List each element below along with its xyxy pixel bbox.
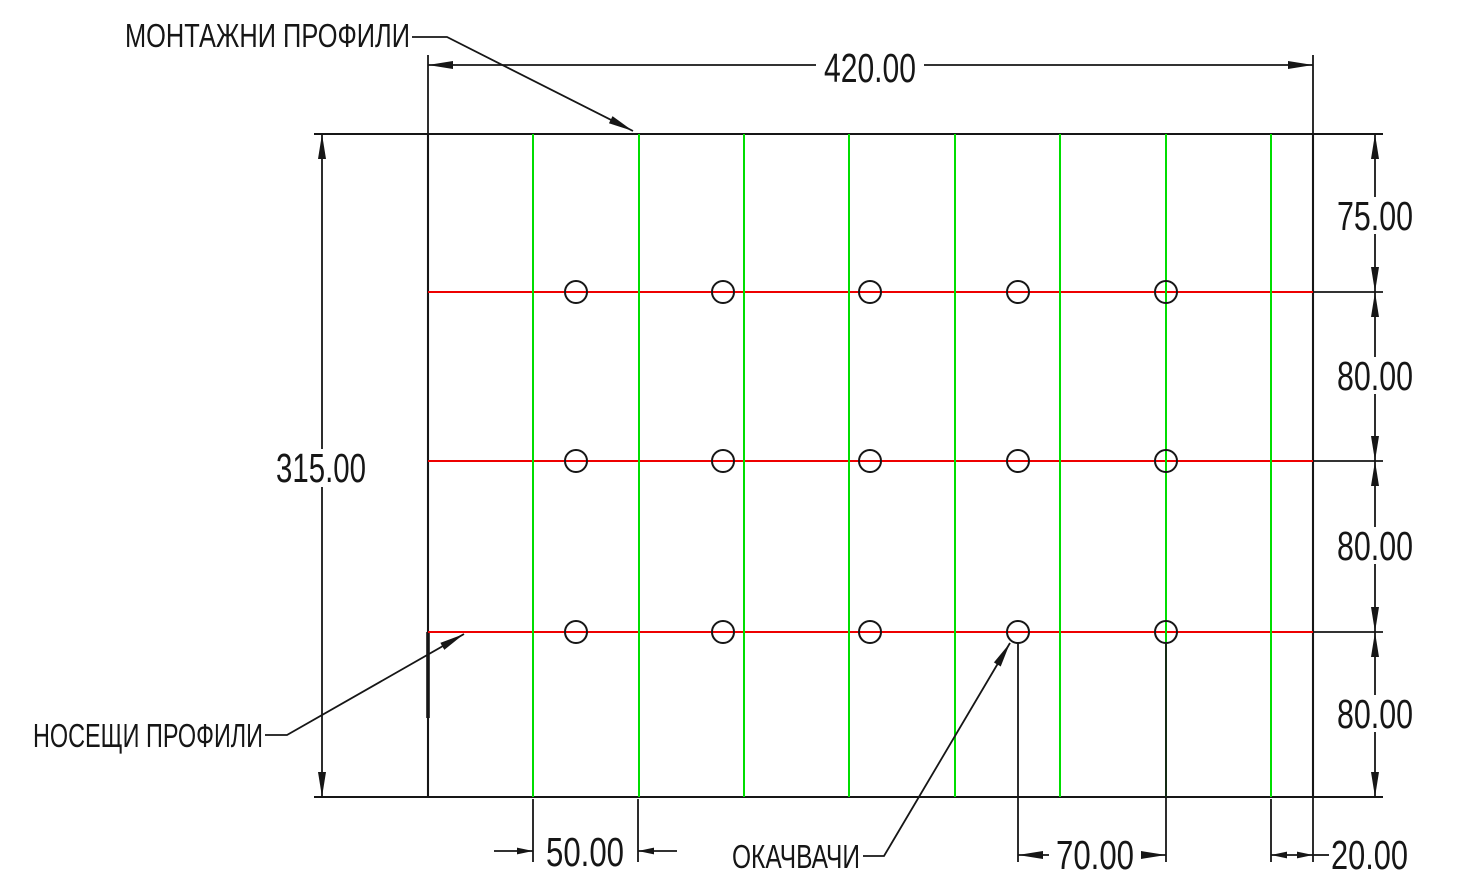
dimension-left-height: 315.00 — [267, 134, 375, 797]
callout-mounting-profiles: МОНТАЖНИ ПРОФИЛИ — [125, 17, 634, 132]
dimension-top-width: 420.00 — [427, 45, 1314, 134]
leader-line — [265, 633, 465, 736]
dimension-text-mask — [1329, 527, 1421, 564]
dimension-text-row-offset: 75.00 — [1337, 193, 1413, 239]
dimension-text-mask — [1329, 197, 1421, 234]
dimension-text-row-offset: 80.00 — [1337, 523, 1413, 569]
hangers — [564, 280, 1178, 644]
dimension-text-hanger-spacing: 70.00 — [1056, 832, 1134, 878]
dimension-text-mask — [816, 47, 924, 85]
hanger-circle — [1006, 449, 1030, 473]
hanger-circle — [564, 620, 588, 644]
hanger-circle — [711, 449, 735, 473]
hanger-circle — [711, 620, 735, 644]
hanger-circle — [858, 280, 882, 304]
dimension-hanger-spacing: 70.00 — [1017, 643, 1167, 878]
dimension-text-profile-spacing: 50.00 — [546, 829, 624, 875]
dimension-text-total-width: 420.00 — [824, 45, 916, 91]
label-hangers: ОКАЧВАЧИ — [732, 838, 860, 875]
hanger-circle — [858, 620, 882, 644]
label-mounting-profiles: МОНТАЖНИ ПРОФИЛИ — [125, 17, 410, 54]
dimension-text-total-height: 315.00 — [276, 445, 366, 491]
dimension-edge-offset: 20.00 — [1270, 797, 1408, 878]
leader-line — [412, 36, 634, 132]
dimension-text-mask — [1329, 695, 1421, 732]
hanger-circle — [1006, 280, 1030, 304]
dimension-right-chain: 75.00 80.00 80.00 80.00 — [1313, 134, 1421, 797]
dimension-text-mask — [1329, 357, 1421, 394]
dimension-text-mask — [1049, 837, 1141, 873]
hanger-circle — [1154, 280, 1178, 304]
callout-bearing-profiles: НОСЕЩИ ПРОФИЛИ — [33, 633, 465, 754]
dimension-text-row-offset: 80.00 — [1337, 691, 1413, 737]
dimension-text-mask — [267, 449, 375, 487]
leader-line — [863, 642, 1011, 857]
hanger-circle — [564, 280, 588, 304]
hanger-circle — [858, 449, 882, 473]
mounting-profiles — [532, 134, 1272, 797]
dimension-profile-spacing: 50.00 — [494, 799, 677, 875]
callout-hangers: ОКАЧВАЧИ — [732, 642, 1011, 875]
hanger-circle — [564, 449, 588, 473]
hanger-circle — [711, 280, 735, 304]
bearing-profiles — [428, 291, 1313, 633]
dimension-text-edge-offset: 20.00 — [1331, 832, 1408, 878]
hanger-circle — [1154, 449, 1178, 473]
dimension-text-row-offset: 80.00 — [1337, 353, 1413, 399]
label-bearing-profiles: НОСЕЩИ ПРОФИЛИ — [33, 717, 263, 754]
